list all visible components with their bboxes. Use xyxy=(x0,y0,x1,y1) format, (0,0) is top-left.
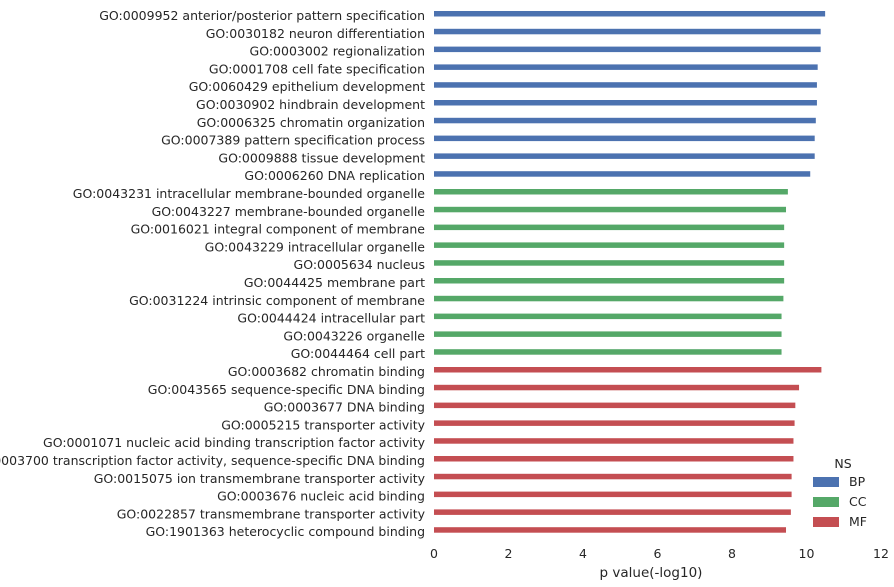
category-label: GO:1901363 heterocyclic compound binding xyxy=(146,524,425,539)
bar-mf xyxy=(434,491,792,498)
x-tick-label: 12 xyxy=(873,546,889,561)
bar-cc xyxy=(434,206,787,213)
category-label: GO:0009952 anterior/posterior pattern sp… xyxy=(99,8,425,23)
bar-cc xyxy=(434,331,782,337)
x-tick-label: 0 xyxy=(430,546,438,561)
category-label: GO:0043565 sequence-specific DNA binding xyxy=(148,382,425,397)
category-label: GO:0043226 organelle xyxy=(283,328,425,343)
bar-mf xyxy=(434,473,792,480)
bar-bp xyxy=(434,11,826,17)
legend-label-bp: BP xyxy=(849,474,866,489)
category-label: GO:0001071 nucleic acid binding transcri… xyxy=(43,435,426,450)
category-label: GO:0060429 epithelium development xyxy=(189,79,425,94)
bar-bp xyxy=(434,117,816,124)
x-tick-label: 4 xyxy=(579,546,587,561)
category-labels: GO:0009952 anterior/posterior pattern sp… xyxy=(0,8,426,539)
legend-label-cc: CC xyxy=(849,494,867,509)
x-tick-label: 8 xyxy=(728,546,736,561)
bar-bp xyxy=(434,46,821,53)
x-axis-ticks: 0 2 4 6 8 10 12 xyxy=(430,546,889,561)
bar-bp xyxy=(434,28,821,35)
category-label: GO:0030182 neuron differentiation xyxy=(206,26,425,41)
bar-mf xyxy=(434,384,800,391)
bar-mf xyxy=(434,420,795,426)
bar-bp xyxy=(434,100,817,106)
category-label: GO:0043227 membrane-bounded organelle xyxy=(152,204,426,219)
x-tick-label: 10 xyxy=(799,546,815,561)
legend-swatch-cc xyxy=(813,497,839,507)
legend-label-mf: MF xyxy=(849,514,867,529)
legend-swatch-bp xyxy=(813,477,839,487)
category-label: GO:0044464 cell part xyxy=(291,346,425,361)
legend-swatch-mf xyxy=(813,517,839,527)
legend-title: NS xyxy=(834,456,851,471)
bar-cc xyxy=(434,189,788,195)
bar-cc xyxy=(434,313,782,320)
category-label: GO:0003002 regionalization xyxy=(250,44,425,59)
bar-mf xyxy=(434,527,787,533)
category-label: GO:0003700 transcription factor activity… xyxy=(0,453,425,468)
category-label: GO:0044425 membrane part xyxy=(244,275,425,290)
bar-mf xyxy=(434,402,796,409)
category-label: GO:0009888 tissue development xyxy=(218,150,425,165)
bar-bp xyxy=(434,82,817,88)
bar-cc xyxy=(434,278,785,284)
category-label: GO:0030902 hindbrain development xyxy=(196,97,425,112)
bar-cc xyxy=(434,295,784,302)
bar-mf xyxy=(434,509,791,515)
category-label: GO:0044424 intracellular part xyxy=(237,311,425,326)
category-label: GO:0016021 integral component of membran… xyxy=(131,222,426,237)
category-label: GO:0015075 ion transmembrane transporter… xyxy=(94,471,426,486)
bar-cc xyxy=(434,260,785,266)
bar-bp xyxy=(434,64,818,70)
category-label: GO:0005215 transporter activity xyxy=(221,417,425,432)
bars-layer xyxy=(434,11,826,533)
category-label: GO:0007389 pattern specification process xyxy=(161,133,425,148)
bar-cc xyxy=(434,242,785,248)
x-axis-label: p value(-log10) xyxy=(600,565,703,581)
bar-mf xyxy=(434,367,822,373)
category-label: GO:0022857 transmembrane transporter act… xyxy=(117,506,426,521)
category-label: GO:0003682 chromatin binding xyxy=(228,364,425,379)
category-label: GO:0043229 intracellular organelle xyxy=(205,239,426,254)
bar-bp xyxy=(434,153,815,159)
bar-mf xyxy=(434,456,794,462)
bar-mf xyxy=(434,438,794,444)
category-label: GO:0003676 nucleic acid binding xyxy=(217,489,425,504)
category-label: GO:0006325 chromatin organization xyxy=(197,115,425,130)
x-tick-label: 6 xyxy=(654,546,662,561)
category-label: GO:0003677 DNA binding xyxy=(264,400,425,415)
legend-entries: BP CC MF xyxy=(813,474,867,529)
bar-cc xyxy=(434,349,782,355)
legend: NS BP CC MF xyxy=(813,456,867,529)
bar-cc xyxy=(434,224,785,231)
bar-bp xyxy=(434,171,811,177)
bar-bp xyxy=(434,135,815,142)
category-label: GO:0031224 intrinsic component of membra… xyxy=(129,293,425,308)
category-label: GO:0001708 cell fate specification xyxy=(209,61,425,76)
category-label: GO:0043231 intracellular membrane-bounde… xyxy=(73,186,426,201)
category-label: GO:0005634 nucleus xyxy=(294,257,425,272)
category-label: GO:0006260 DNA replication xyxy=(244,168,425,183)
x-tick-label: 2 xyxy=(505,546,513,561)
